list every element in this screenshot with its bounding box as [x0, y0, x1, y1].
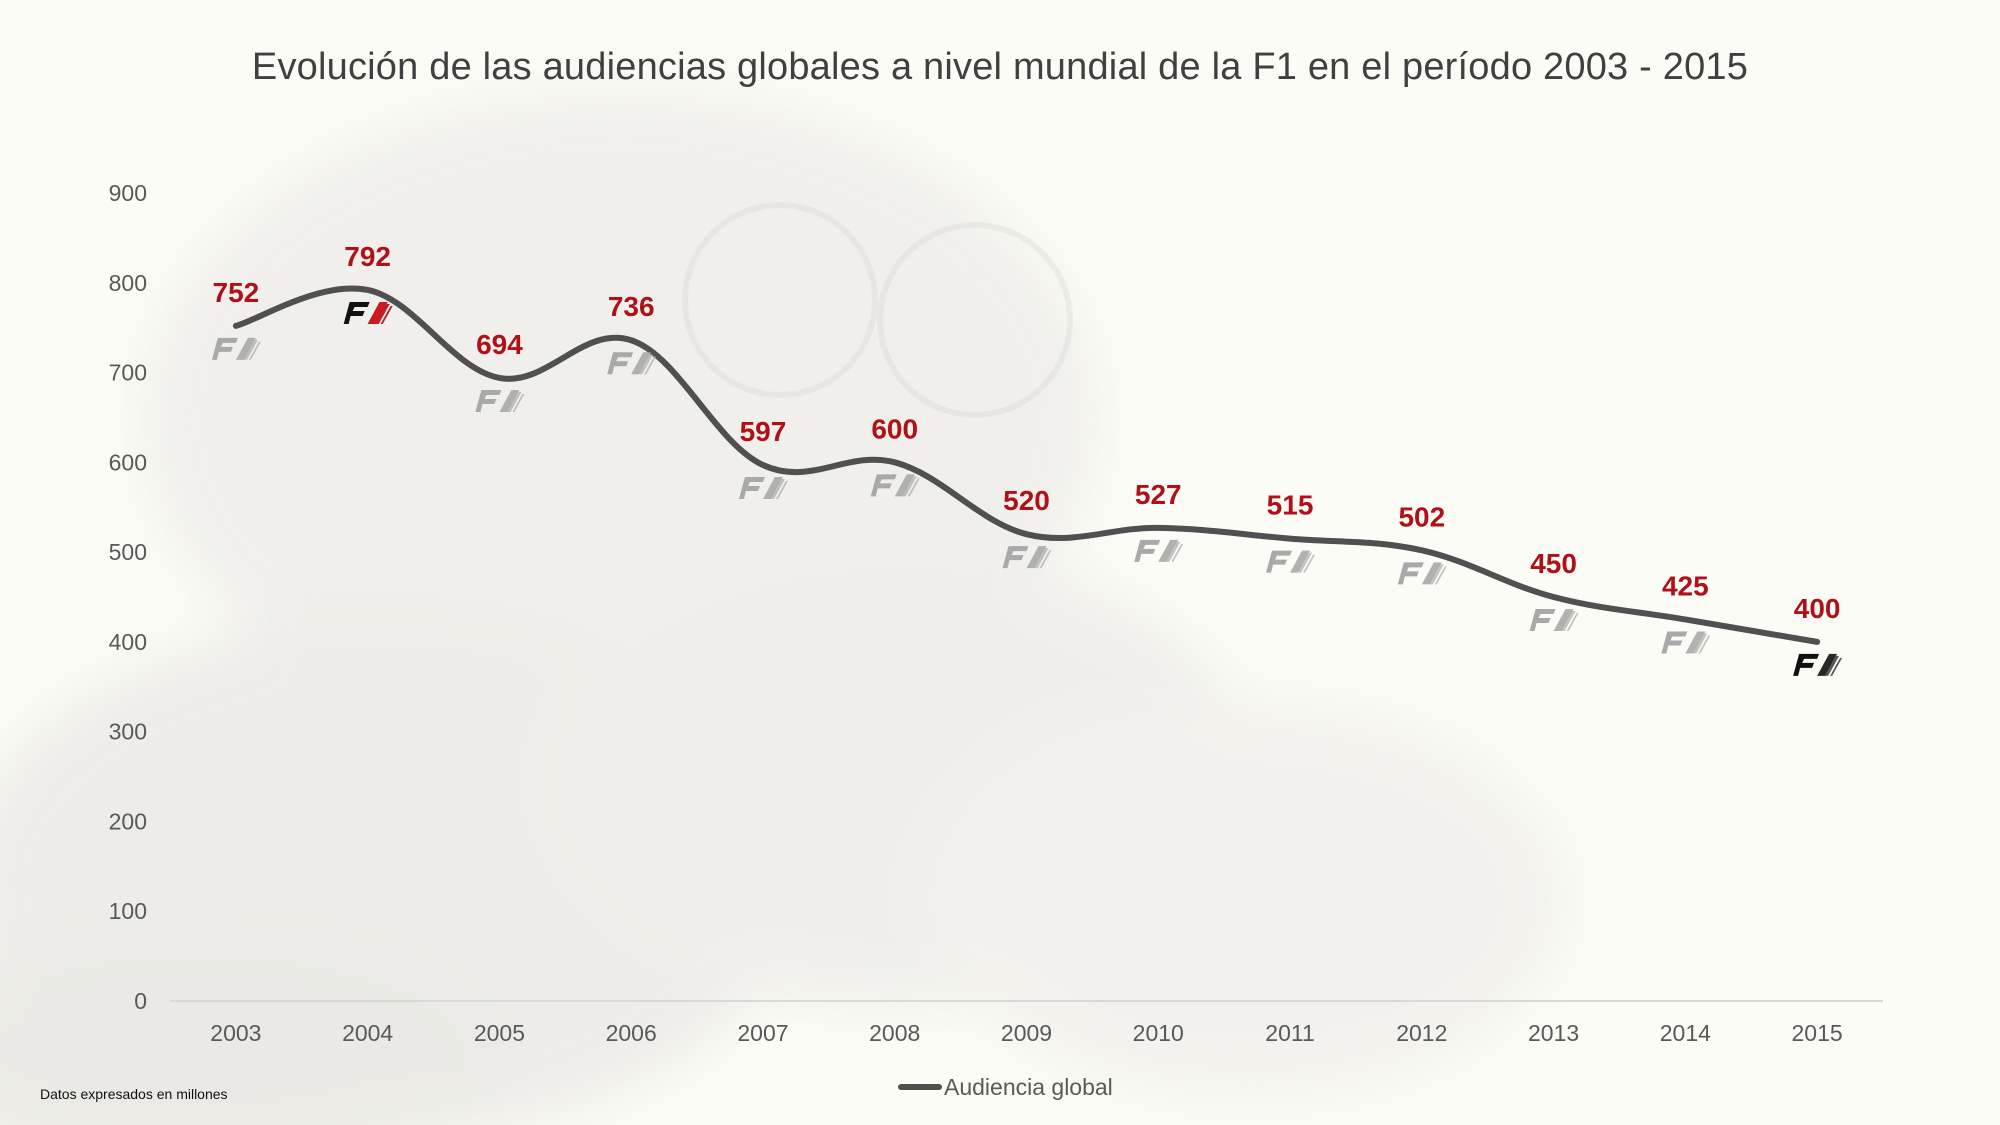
- chart-title: Evolución de las audiencias globales a n…: [251, 46, 1749, 88]
- y-tick-label: 500: [109, 539, 147, 565]
- data-label: 400: [1794, 593, 1841, 624]
- data-label: 752: [213, 277, 260, 308]
- f1-logo-icon: [1134, 539, 1184, 562]
- f1-logo-icon: [343, 301, 393, 324]
- data-label: 520: [1003, 485, 1050, 516]
- f1-logo-icon: [211, 337, 261, 360]
- data-label: 694: [476, 329, 523, 360]
- data-label: 597: [740, 416, 787, 447]
- f1-logo-icon: [475, 389, 525, 412]
- x-tick-label: 2006: [606, 1020, 657, 1046]
- f1-logo-icon: [738, 477, 788, 500]
- series-line-audiencia-global: [232, 285, 1821, 645]
- x-tick-label: 2005: [474, 1020, 525, 1046]
- data-label: 600: [871, 413, 918, 444]
- x-tick-label: 2008: [869, 1020, 920, 1046]
- y-tick-label: 200: [109, 808, 147, 834]
- data-label: 736: [608, 291, 655, 322]
- x-tick-label: 2003: [210, 1020, 261, 1046]
- f1-logo-icon: [607, 352, 657, 375]
- legend: Audiencia global: [898, 1072, 1113, 1102]
- x-tick-label: 2004: [342, 1020, 393, 1046]
- y-tick-label: 400: [109, 629, 147, 655]
- x-tick-label: 2012: [1396, 1020, 1447, 1046]
- data-label: 425: [1662, 570, 1709, 601]
- y-tick-label: 800: [109, 270, 147, 296]
- y-tick-label: 100: [109, 898, 147, 924]
- f1-logo-icon: [1529, 609, 1579, 631]
- f1-logo-icon: [870, 474, 920, 497]
- data-label: 450: [1530, 548, 1577, 579]
- y-tick-label: 300: [109, 719, 147, 745]
- f1-logo-icon: [1397, 562, 1447, 585]
- legend-label: Audiencia global: [944, 1073, 1113, 1100]
- y-tick-label: 600: [109, 449, 147, 475]
- data-label: 792: [344, 241, 391, 272]
- data-label: 515: [1267, 490, 1314, 521]
- x-tick-label: 2007: [737, 1020, 788, 1046]
- y-tick-label: 900: [109, 180, 147, 206]
- f1-logo-icon: [1793, 653, 1843, 676]
- y-tick-label: 0: [134, 988, 147, 1014]
- x-tick-label: 2010: [1133, 1020, 1184, 1046]
- legend-swatch: [898, 1084, 942, 1090]
- data-label: 527: [1135, 479, 1182, 510]
- y-tick-label: 700: [109, 360, 147, 386]
- x-tick-label: 2013: [1528, 1020, 1579, 1046]
- f1-logo-icon: [1661, 631, 1711, 654]
- footnote: Datos expresados en millones: [40, 1086, 228, 1102]
- data-label: 502: [1398, 501, 1445, 532]
- x-tick-label: 2011: [1265, 1020, 1314, 1046]
- x-tick-label: 2015: [1792, 1020, 1843, 1046]
- f1-logo-icon: [1266, 550, 1316, 573]
- x-tick-label: 2014: [1660, 1020, 1711, 1046]
- x-tick-label: 2009: [1001, 1020, 1052, 1046]
- f1-logo-icon: [1002, 546, 1052, 569]
